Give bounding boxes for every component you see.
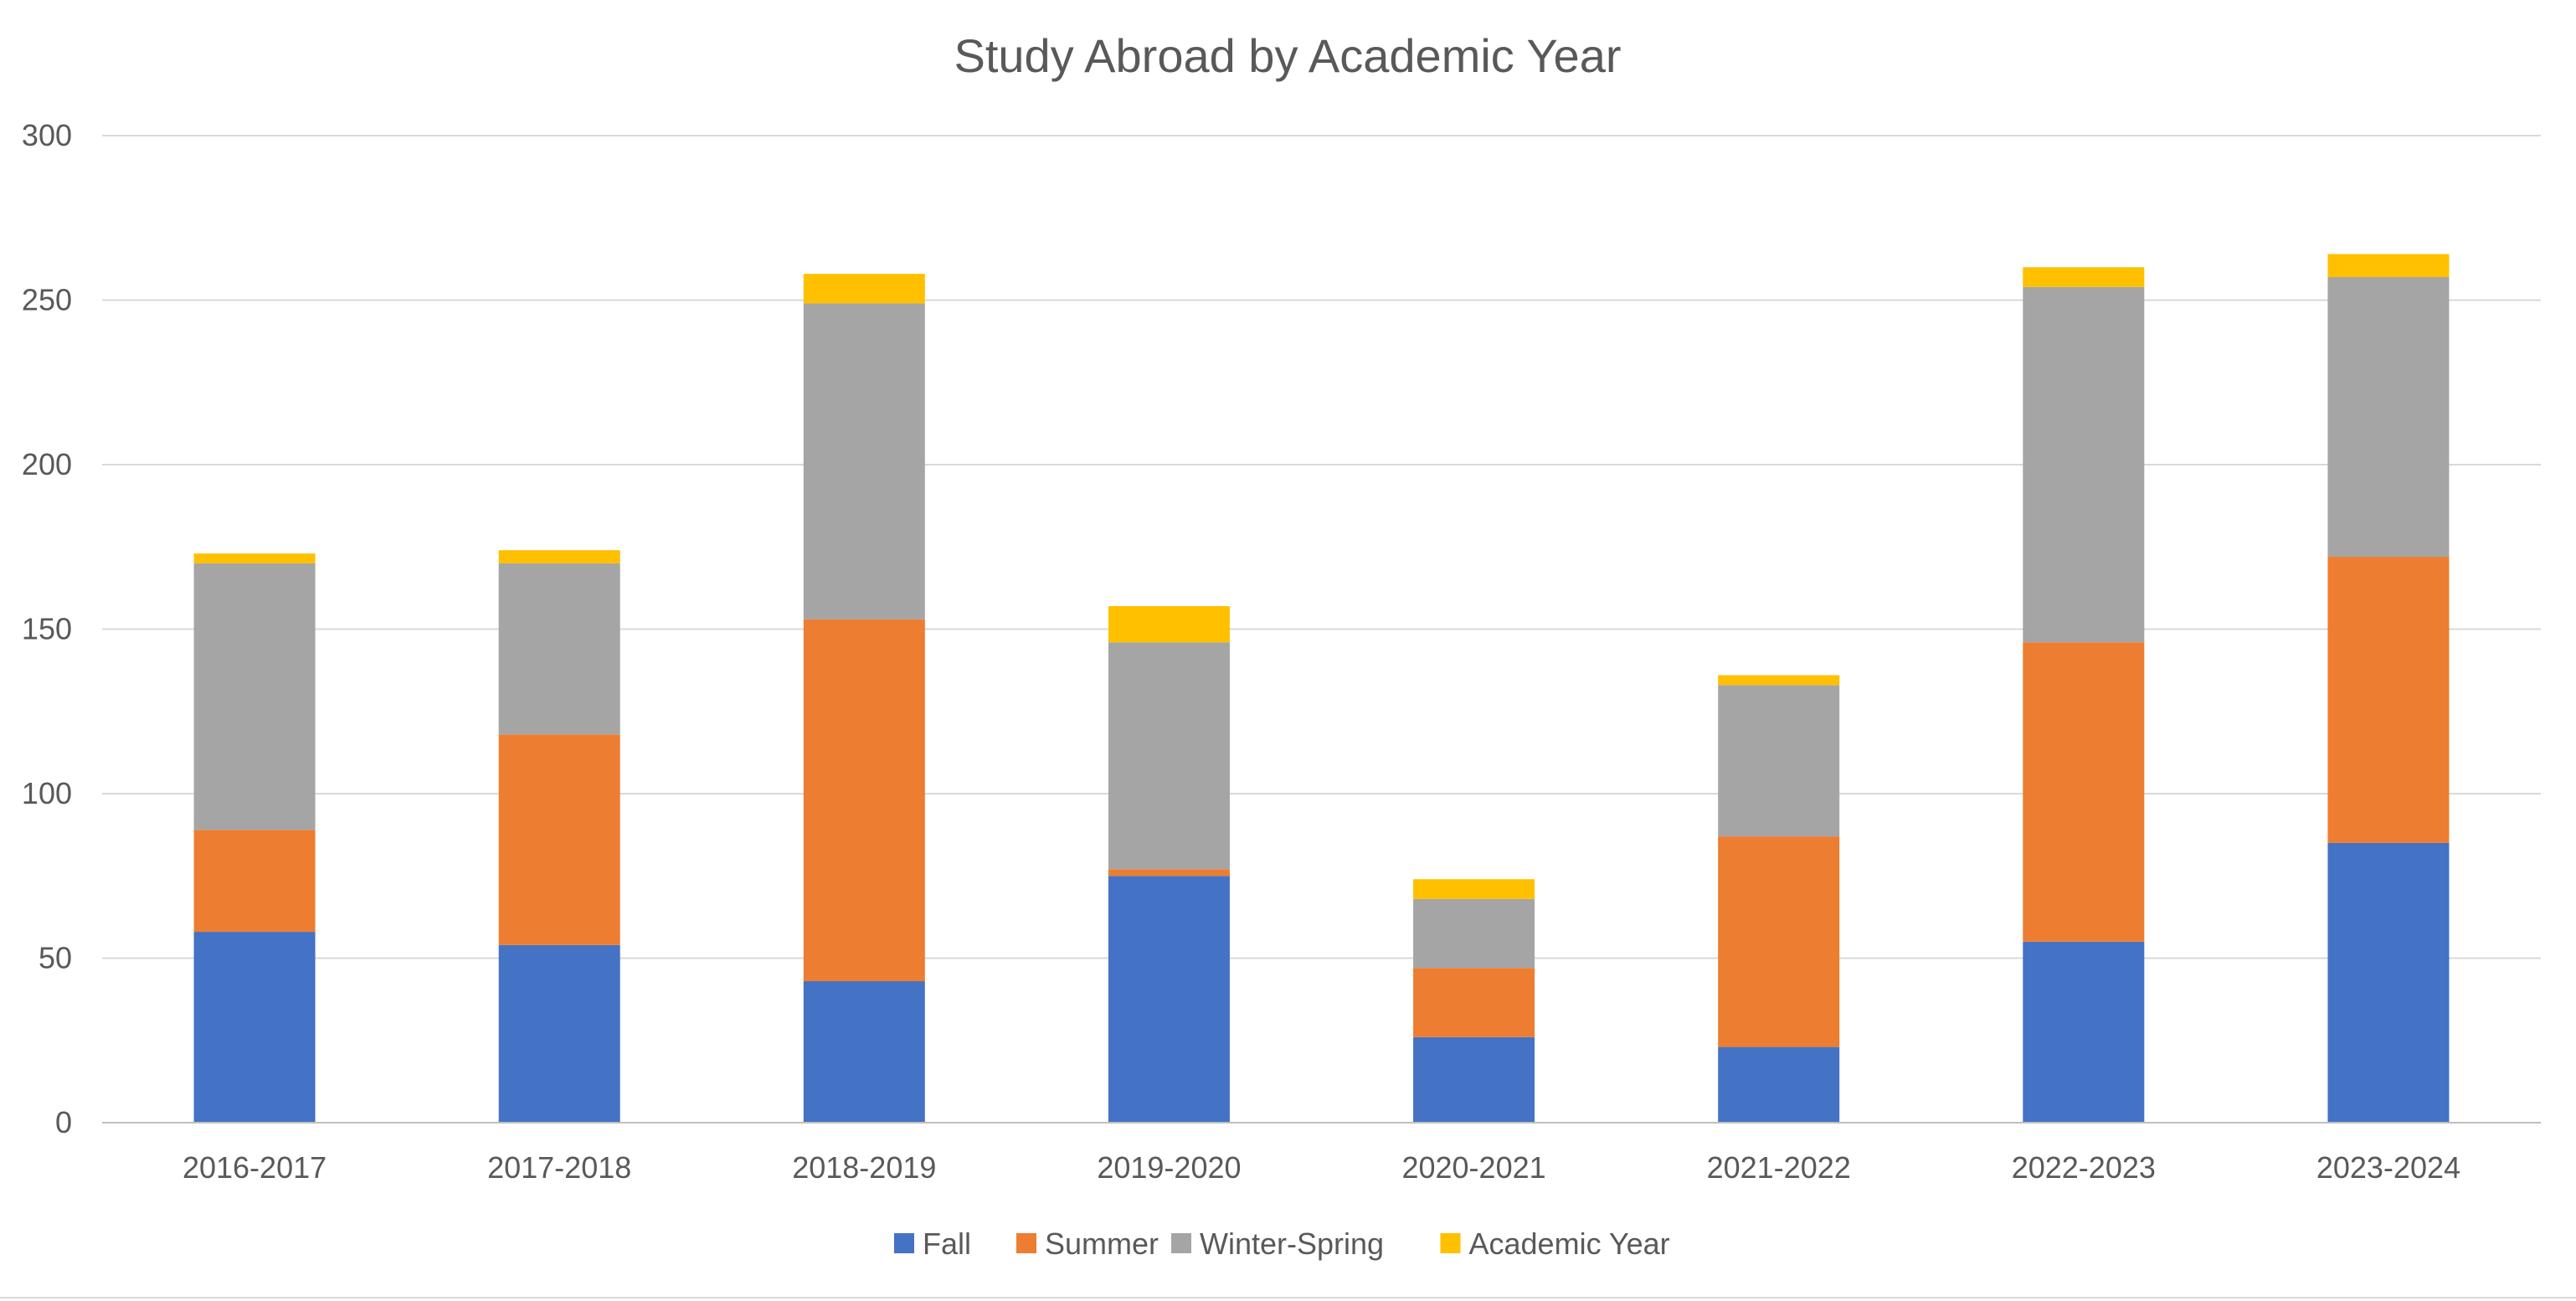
bar-summer-2018-2019 <box>803 619 925 982</box>
bar-winter-spring-2018-2019 <box>803 303 925 620</box>
bar-winter-spring-2021-2022 <box>1718 685 1840 837</box>
legend-label-summer: Summer <box>1045 1226 1159 1261</box>
bar-winter-spring-2016-2017 <box>193 563 316 830</box>
bar-summer-2016-2017 <box>193 830 316 933</box>
x-tick-label: 2016-2017 <box>183 1150 326 1185</box>
bar-summer-2021-2022 <box>1718 836 1840 1047</box>
x-tick-label: 2019-2020 <box>1097 1150 1241 1185</box>
bar-winter-spring-2017-2018 <box>498 563 620 735</box>
bar-fall-2016-2017 <box>193 932 316 1123</box>
x-tick-label: 2018-2019 <box>792 1150 936 1185</box>
x-tick-label: 2023-2024 <box>2316 1150 2460 1185</box>
bar-academic-year-2021-2022 <box>1718 675 1840 686</box>
legend-swatch-fall <box>894 1233 914 1253</box>
bar-academic-year-2016-2017 <box>193 553 316 563</box>
bar-fall-2023-2024 <box>2327 842 2450 1123</box>
x-tick-label: 2021-2022 <box>1707 1150 1851 1185</box>
bar-academic-year-2019-2020 <box>1108 605 1230 643</box>
bar-summer-2023-2024 <box>2327 557 2450 843</box>
bar-academic-year-2018-2019 <box>803 274 925 304</box>
chart-title: Study Abroad by Academic Year <box>954 29 1622 82</box>
legend-swatch-academic-year <box>1440 1233 1461 1253</box>
y-tick-label: 250 <box>22 283 72 317</box>
bar-winter-spring-2023-2024 <box>2327 276 2450 558</box>
bar-fall-2022-2023 <box>2023 941 2145 1123</box>
x-tick-label: 2017-2018 <box>487 1150 631 1185</box>
bar-academic-year-2020-2021 <box>1413 879 1535 899</box>
x-axis-ticks: 2016-2017 2017-2018 2018-2019 2019-2020 2020… <box>183 1150 2460 1185</box>
y-tick-label: 300 <box>22 118 72 152</box>
x-tick-label: 2020-2021 <box>1401 1150 1545 1185</box>
bar-winter-spring-2019-2020 <box>1108 642 1230 870</box>
y-axis-ticks: 0 50 100 150 200 250 300 <box>22 118 72 1139</box>
y-tick-label: 150 <box>22 612 72 646</box>
bar-academic-year-2023-2024 <box>2327 254 2450 277</box>
bar-fall-2019-2020 <box>1108 876 1230 1123</box>
legend-swatch-winter-spring <box>1171 1233 1191 1253</box>
bar-fall-2018-2019 <box>803 981 925 1123</box>
bar-summer-2019-2020 <box>1108 869 1230 877</box>
bar-fall-2021-2022 <box>1718 1046 1840 1123</box>
bar-summer-2017-2018 <box>498 734 620 945</box>
legend-label-winter-spring: Winter-Spring <box>1200 1226 1384 1261</box>
gridlines <box>102 135 2541 959</box>
bar-summer-2022-2023 <box>2023 642 2145 942</box>
bar-winter-spring-2020-2021 <box>1413 898 1535 969</box>
x-tick-label: 2022-2023 <box>2012 1150 2156 1185</box>
legend: Fall Summer Winter-Spring Academic Year <box>894 1226 1670 1261</box>
y-tick-label: 200 <box>22 447 72 481</box>
y-tick-label: 100 <box>22 776 72 810</box>
bar-fall-2020-2021 <box>1413 1036 1535 1123</box>
y-tick-label: 0 <box>55 1105 72 1139</box>
legend-label-fall: Fall <box>923 1226 971 1261</box>
bar-academic-year-2022-2023 <box>2023 267 2145 287</box>
bar-winter-spring-2022-2023 <box>2023 286 2145 643</box>
bar-academic-year-2017-2018 <box>498 550 620 563</box>
y-tick-label: 50 <box>39 941 72 975</box>
bar-fall-2017-2018 <box>498 944 620 1123</box>
bar-summer-2020-2021 <box>1413 968 1535 1037</box>
bars <box>193 254 2450 1123</box>
legend-label-academic-year: Academic Year <box>1469 1226 1670 1261</box>
legend-swatch-summer <box>1016 1233 1036 1253</box>
